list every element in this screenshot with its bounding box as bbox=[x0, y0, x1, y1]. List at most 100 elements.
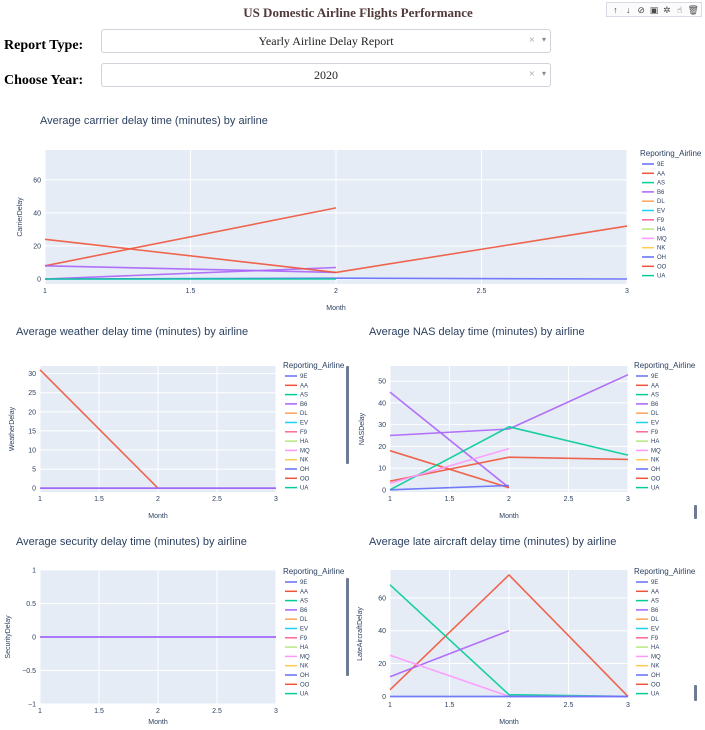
legend-label[interactable]: OH bbox=[657, 255, 666, 261]
legend-label[interactable]: NK bbox=[651, 664, 659, 670]
legend-item-mq[interactable]: MQ bbox=[285, 448, 310, 454]
legend-item-ev[interactable]: EV bbox=[285, 627, 308, 633]
legend-label[interactable]: EV bbox=[651, 421, 659, 427]
legend-item-ev[interactable]: EV bbox=[285, 421, 308, 427]
legend-scrollbar[interactable] bbox=[346, 578, 349, 676]
legend-label[interactable]: OH bbox=[300, 467, 309, 473]
report-type-dropdown[interactable]: Yearly Airline Delay Report × ▾ bbox=[101, 29, 551, 53]
legend-label[interactable]: F9 bbox=[300, 636, 308, 642]
legend-label[interactable]: B6 bbox=[300, 402, 308, 408]
clear-icon[interactable]: × bbox=[528, 68, 535, 80]
legend-item-aa[interactable]: AA bbox=[642, 171, 665, 177]
legend-label[interactable]: OO bbox=[300, 682, 310, 688]
legend-label[interactable]: OO bbox=[657, 264, 667, 270]
legend-item-dl[interactable]: DL bbox=[636, 411, 659, 417]
legend-item-dl[interactable]: DL bbox=[285, 411, 308, 417]
legend-label[interactable]: F9 bbox=[651, 430, 659, 436]
legend-label[interactable]: OH bbox=[651, 467, 660, 473]
legend-label[interactable]: AA bbox=[651, 383, 659, 389]
legend-item-ua[interactable]: UA bbox=[642, 274, 665, 280]
arrow-down-icon[interactable]: ↓ bbox=[626, 4, 631, 15]
legend-item-ha[interactable]: HA bbox=[642, 227, 665, 233]
legend-item-as[interactable]: AS bbox=[285, 393, 308, 399]
legend-label[interactable]: MQ bbox=[300, 448, 310, 454]
legend-label[interactable]: HA bbox=[300, 645, 308, 651]
legend-item-as[interactable]: AS bbox=[642, 181, 665, 187]
legend-label[interactable]: F9 bbox=[300, 430, 308, 436]
legend-item-ua[interactable]: UA bbox=[636, 486, 659, 492]
legend-label[interactable]: UA bbox=[651, 486, 659, 492]
legend-label[interactable]: UA bbox=[300, 486, 308, 492]
legend-item-mq[interactable]: MQ bbox=[642, 236, 667, 242]
legend-label[interactable]: AS bbox=[651, 599, 659, 605]
legend-label[interactable]: UA bbox=[300, 692, 308, 698]
legend-item-oh[interactable]: OH bbox=[285, 673, 309, 679]
legend-label[interactable]: F9 bbox=[657, 218, 665, 224]
legend-item-oo[interactable]: OO bbox=[285, 682, 310, 688]
legend-label[interactable]: EV bbox=[657, 209, 665, 215]
legend-item-nk[interactable]: NK bbox=[285, 664, 308, 670]
legend-label[interactable]: AS bbox=[651, 393, 659, 399]
legend-item-aa[interactable]: AA bbox=[636, 383, 659, 389]
legend-label[interactable]: NK bbox=[651, 458, 659, 464]
legend-item-ua[interactable]: UA bbox=[285, 692, 308, 698]
arrow-up-icon[interactable]: ↑ bbox=[613, 4, 618, 15]
legend-label[interactable]: HA bbox=[657, 227, 665, 233]
legend-label[interactable]: EV bbox=[651, 627, 659, 633]
legend-item-mq[interactable]: MQ bbox=[636, 654, 661, 660]
legend-item-ua[interactable]: UA bbox=[636, 692, 659, 698]
legend-label[interactable]: HA bbox=[651, 645, 659, 651]
trash-icon[interactable]: 🗑 bbox=[687, 4, 699, 15]
link-icon[interactable]: ⊘ bbox=[637, 4, 645, 15]
legend-item-ha[interactable]: HA bbox=[636, 645, 659, 651]
legend-item-aa[interactable]: AA bbox=[285, 589, 308, 595]
legend-label[interactable]: OO bbox=[651, 476, 661, 482]
legend-item-aa[interactable]: AA bbox=[285, 383, 308, 389]
legend-label[interactable]: HA bbox=[651, 439, 659, 445]
legend-label[interactable]: AA bbox=[651, 589, 659, 595]
legend-item-oo[interactable]: OO bbox=[636, 682, 661, 688]
legend-item-as[interactable]: AS bbox=[285, 599, 308, 605]
legend-label[interactable]: MQ bbox=[651, 448, 661, 454]
legend-label[interactable]: MQ bbox=[651, 654, 661, 660]
legend-label[interactable]: NK bbox=[657, 246, 665, 252]
legend-item-ev[interactable]: EV bbox=[636, 627, 659, 633]
legend-label[interactable]: EV bbox=[300, 421, 308, 427]
legend-item-oh[interactable]: OH bbox=[285, 467, 309, 473]
gear-icon[interactable]: ✲ bbox=[663, 4, 671, 15]
legend-item-dl[interactable]: DL bbox=[642, 199, 665, 205]
legend-label[interactable]: 9E bbox=[651, 580, 658, 586]
legend-label[interactable]: B6 bbox=[300, 608, 308, 614]
legend-item-nk[interactable]: NK bbox=[285, 458, 308, 464]
legend-item-mq[interactable]: MQ bbox=[285, 654, 310, 660]
legend-item-oh[interactable]: OH bbox=[642, 255, 666, 261]
legend-item-nk[interactable]: NK bbox=[642, 246, 665, 252]
chevron-down-icon[interactable]: ▾ bbox=[541, 35, 546, 44]
legend-scrollbar[interactable] bbox=[346, 366, 349, 464]
legend-item-oo[interactable]: OO bbox=[642, 264, 667, 270]
legend-item-aa[interactable]: AA bbox=[636, 589, 659, 595]
legend-label[interactable]: DL bbox=[300, 617, 308, 623]
legend-item-ua[interactable]: UA bbox=[285, 486, 308, 492]
legend-label[interactable]: B6 bbox=[651, 402, 659, 408]
legend-scrollbar[interactable] bbox=[694, 685, 697, 701]
legend-label[interactable]: AS bbox=[300, 599, 308, 605]
legend-label[interactable]: EV bbox=[300, 627, 308, 633]
legend-item-ha[interactable]: HA bbox=[285, 439, 308, 445]
legend-item-as[interactable]: AS bbox=[636, 599, 659, 605]
legend-label[interactable]: AS bbox=[300, 393, 308, 399]
legend-item-nk[interactable]: NK bbox=[636, 458, 659, 464]
legend-item-b6[interactable]: B6 bbox=[636, 402, 659, 408]
year-dropdown[interactable]: 2020 × ▾ bbox=[101, 63, 551, 87]
hand-icon[interactable]: ☝ bbox=[676, 4, 683, 15]
legend-label[interactable]: DL bbox=[651, 617, 659, 623]
legend-label[interactable]: 9E bbox=[300, 374, 307, 380]
legend-item-f9[interactable]: F9 bbox=[642, 218, 665, 224]
legend-item-9e[interactable]: 9E bbox=[636, 580, 658, 586]
legend-label[interactable]: MQ bbox=[300, 654, 310, 660]
legend-item-ha[interactable]: HA bbox=[285, 645, 308, 651]
legend-item-ha[interactable]: HA bbox=[636, 439, 659, 445]
camera-icon[interactable]: ▣ bbox=[649, 4, 659, 15]
legend-label[interactable]: F9 bbox=[651, 636, 659, 642]
legend-label[interactable]: AA bbox=[300, 589, 308, 595]
